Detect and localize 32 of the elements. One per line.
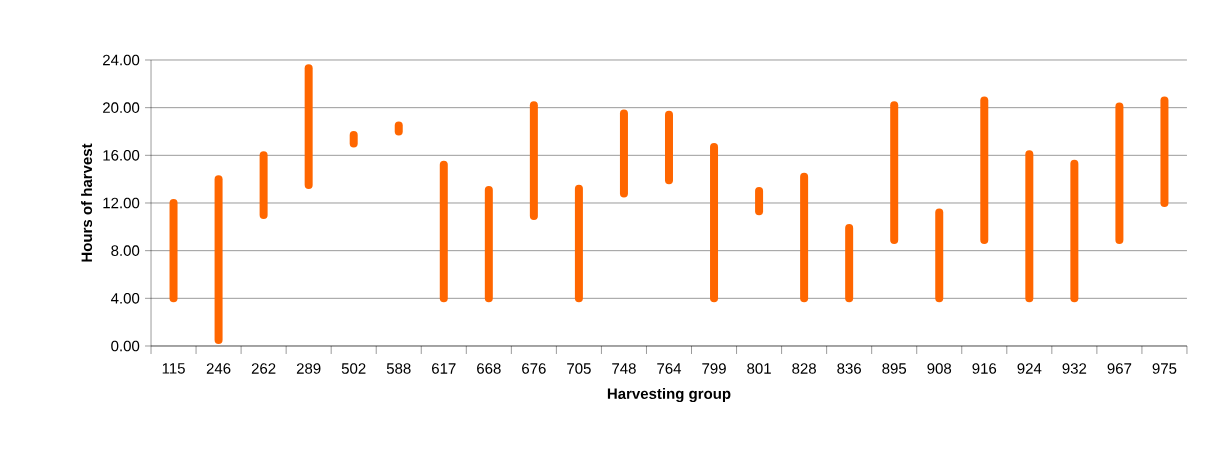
x-tick-label: 967 <box>1107 363 1132 374</box>
x-tick-label: 801 <box>747 363 771 374</box>
x-tick-label: 916 <box>972 363 997 374</box>
x-tick-label: 748 <box>612 363 636 374</box>
x-axis-title: Harvesting group <box>607 388 731 403</box>
y-tick-label: 4.00 <box>110 293 140 304</box>
x-tick-label: 588 <box>386 363 411 374</box>
y-axis-title: Hours of harvest <box>81 143 93 262</box>
x-tick-label: 799 <box>702 363 726 374</box>
y-tick-label: 8.00 <box>111 245 140 256</box>
x-tick-label: 828 <box>792 363 816 374</box>
x-tick-label: 668 <box>477 363 501 374</box>
x-tick-label: 764 <box>657 363 682 374</box>
y-tick-label: 12.00 <box>103 197 140 209</box>
x-tick-label: 676 <box>522 363 546 374</box>
x-tick-label: 617 <box>432 363 456 374</box>
y-tick-label: 16.00 <box>103 150 140 161</box>
x-tick-label: 289 <box>296 363 321 374</box>
y-tick-label: 24.00 <box>103 54 140 66</box>
y-tick-label: 0.00 <box>111 340 140 352</box>
y-tick-label: 20.00 <box>103 102 140 113</box>
x-tick-label: 246 <box>206 363 231 374</box>
x-tick-label: 924 <box>1017 363 1042 374</box>
x-tick-label: 975 <box>1152 363 1177 374</box>
x-tick-label: 908 <box>927 363 952 374</box>
x-tick-label: 502 <box>341 363 366 374</box>
x-tick-label: 115 <box>162 363 185 374</box>
x-tick-label: 895 <box>882 363 907 374</box>
x-tick-label: 262 <box>251 363 276 374</box>
x-tick-label: 836 <box>837 363 862 374</box>
x-tick-label: 932 <box>1062 363 1087 374</box>
x-tick-label: 705 <box>567 363 591 374</box>
